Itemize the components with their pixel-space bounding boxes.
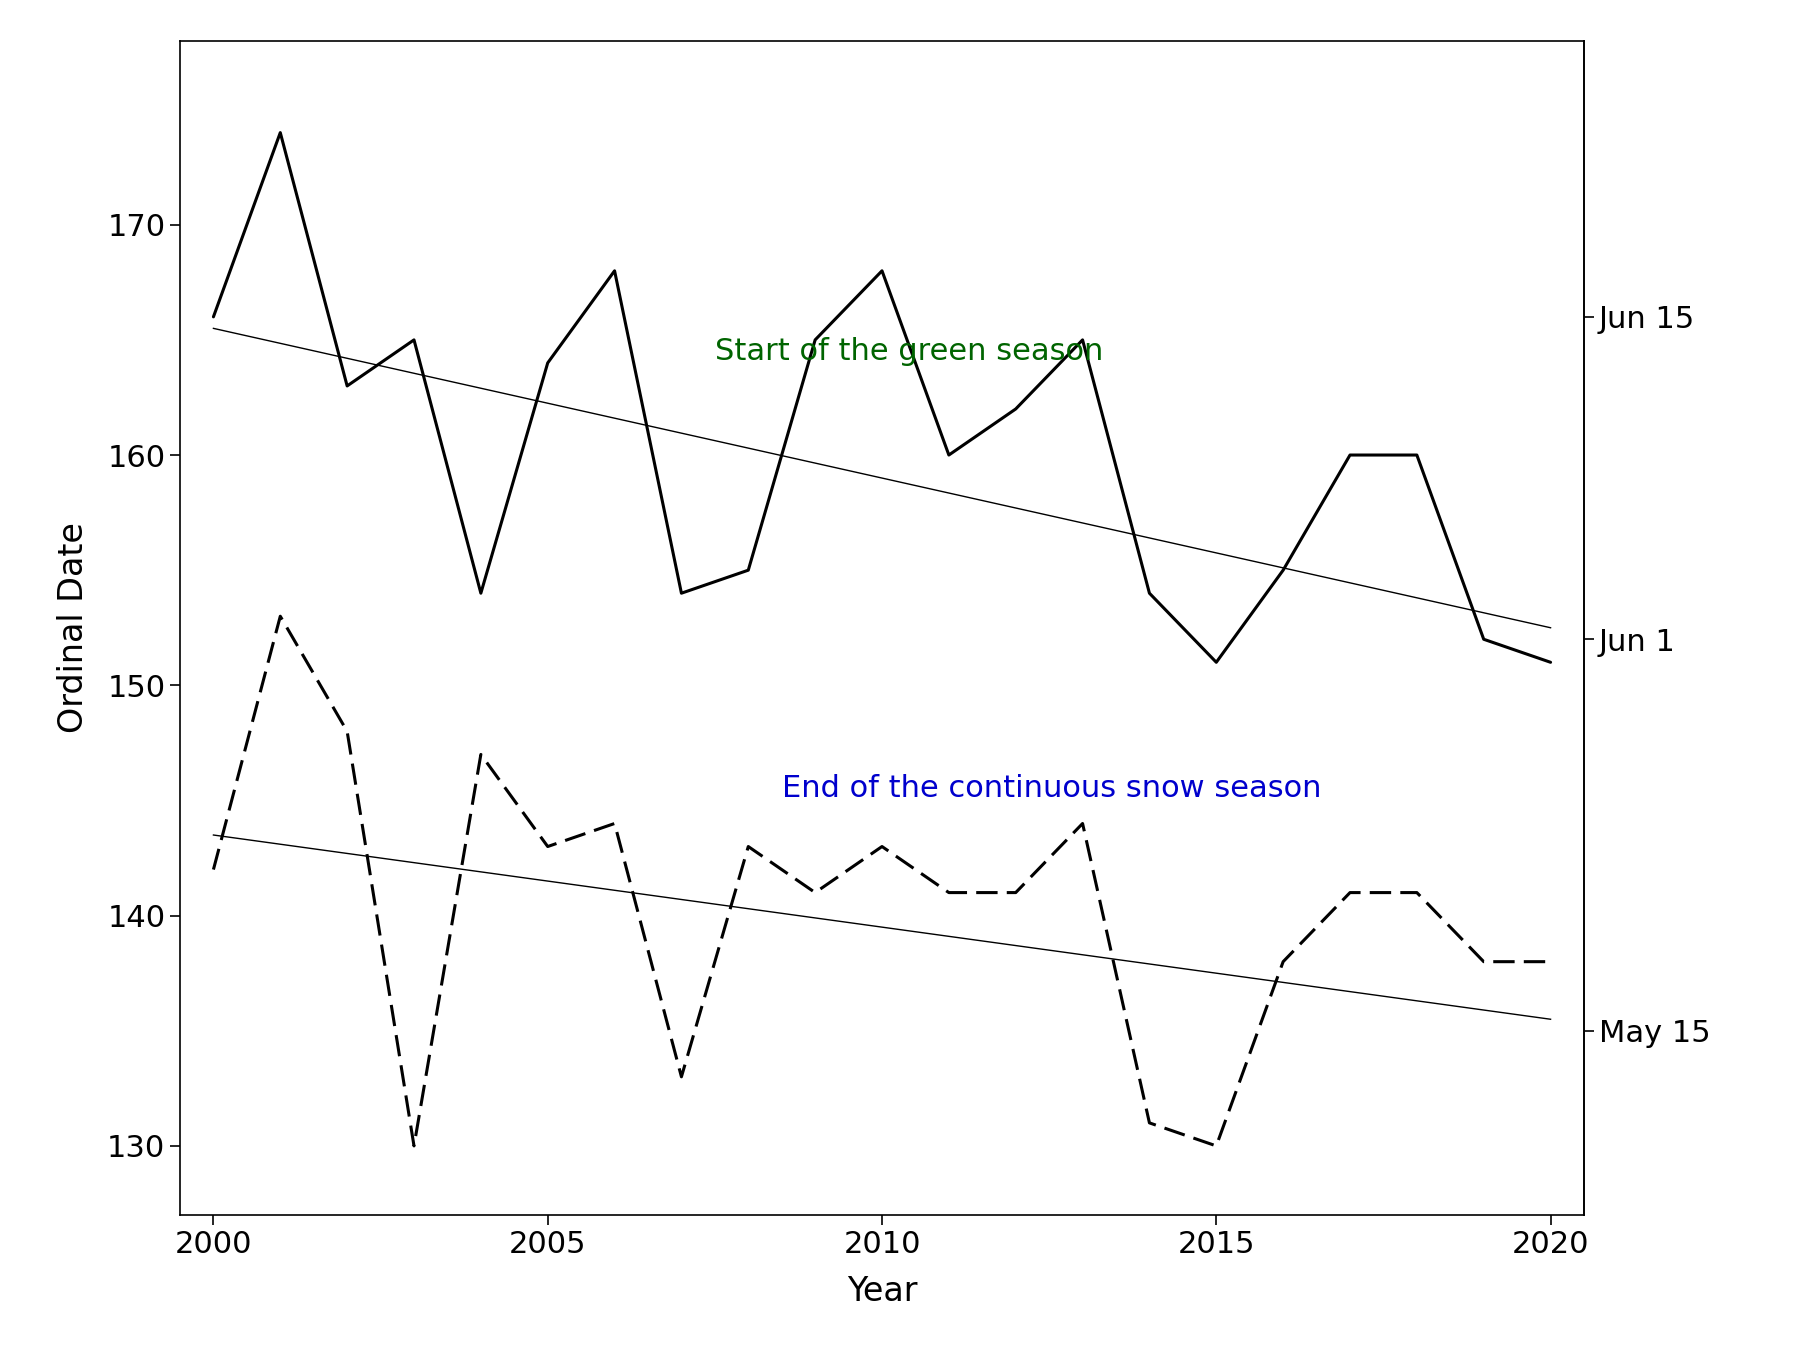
Text: End of the continuous snow season: End of the continuous snow season (781, 775, 1321, 803)
Text: Start of the green season: Start of the green season (715, 338, 1103, 366)
X-axis label: Year: Year (846, 1276, 918, 1308)
Y-axis label: Ordinal Date: Ordinal Date (58, 522, 90, 733)
